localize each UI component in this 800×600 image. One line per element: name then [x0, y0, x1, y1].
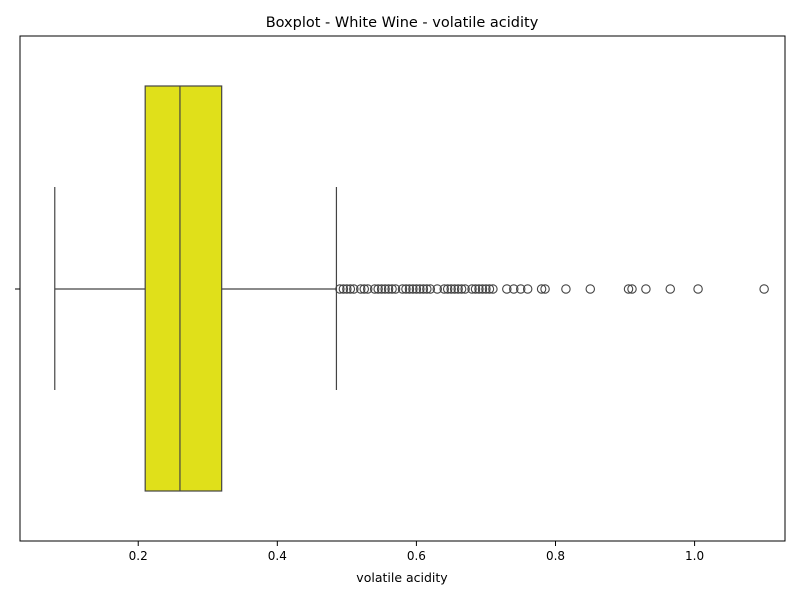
outlier-point	[561, 284, 571, 294]
outlier-point	[453, 284, 463, 294]
outlier-point	[470, 284, 481, 294]
outlier-point	[442, 284, 453, 294]
x-tick-label: 0.8	[546, 549, 565, 563]
outlier-point	[404, 284, 415, 294]
outlier-point	[383, 284, 394, 294]
outlier-point	[359, 284, 369, 294]
x-tick-label: 1.0	[685, 549, 704, 563]
outlier-point	[627, 284, 637, 294]
outlier-point	[425, 284, 436, 294]
outlier-point	[693, 284, 703, 294]
outlier-point	[536, 284, 547, 294]
outlier-point	[460, 284, 470, 294]
boxplot-group	[54, 85, 769, 492]
outlier-point	[515, 284, 526, 294]
outlier-point	[373, 284, 383, 294]
x-tick-label: 0.2	[129, 549, 148, 563]
outlier-point	[432, 284, 443, 294]
outlier-point	[481, 284, 491, 294]
outlier-point	[338, 284, 349, 294]
outlier-point	[488, 284, 498, 294]
outlier-point	[387, 284, 397, 294]
outlier-point	[408, 284, 418, 294]
outlier-point	[446, 284, 456, 294]
x-tick-label: 0.6	[407, 549, 426, 563]
outlier-point	[502, 284, 512, 294]
outlier-point	[390, 284, 401, 294]
outlier-point	[376, 284, 387, 294]
outlier-point	[380, 284, 390, 294]
outlier-point	[362, 284, 373, 294]
outlier-point	[540, 284, 550, 294]
outlier-point	[345, 284, 356, 294]
outlier-point	[418, 284, 429, 294]
outlier-point	[401, 284, 411, 294]
outlier-point	[759, 284, 769, 294]
outlier-point	[456, 284, 467, 294]
outlier-point	[397, 284, 408, 294]
outlier-point	[369, 284, 380, 294]
iqr-box	[144, 85, 223, 492]
outlier-point	[585, 284, 596, 294]
outlier-point	[356, 284, 366, 294]
outlier-point	[411, 284, 422, 294]
outlier-point	[509, 284, 519, 294]
outlier-point	[342, 284, 352, 294]
x-axis-label: volatile acidity	[356, 570, 448, 585]
outlier-point	[335, 284, 345, 294]
outlier-point	[641, 284, 651, 294]
x-tick-label: 0.4	[268, 549, 287, 563]
outlier-point	[415, 284, 425, 294]
outlier-point	[439, 284, 449, 294]
outlier-point	[665, 284, 675, 294]
outlier-point	[474, 284, 484, 294]
outlier-point	[422, 284, 432, 294]
outlier-point	[477, 284, 488, 294]
x-axis-ticks: 0.2 0.4 0.6 0.8 1.0	[129, 541, 704, 563]
outlier-point	[449, 284, 460, 294]
outlier-point	[467, 284, 477, 294]
chart-title: Boxplot - White Wine - volatile acidity	[266, 15, 539, 31]
outlier-point	[623, 284, 634, 294]
outlier-point	[522, 284, 533, 294]
outlier-point	[484, 284, 495, 294]
outlier-point	[349, 284, 359, 294]
